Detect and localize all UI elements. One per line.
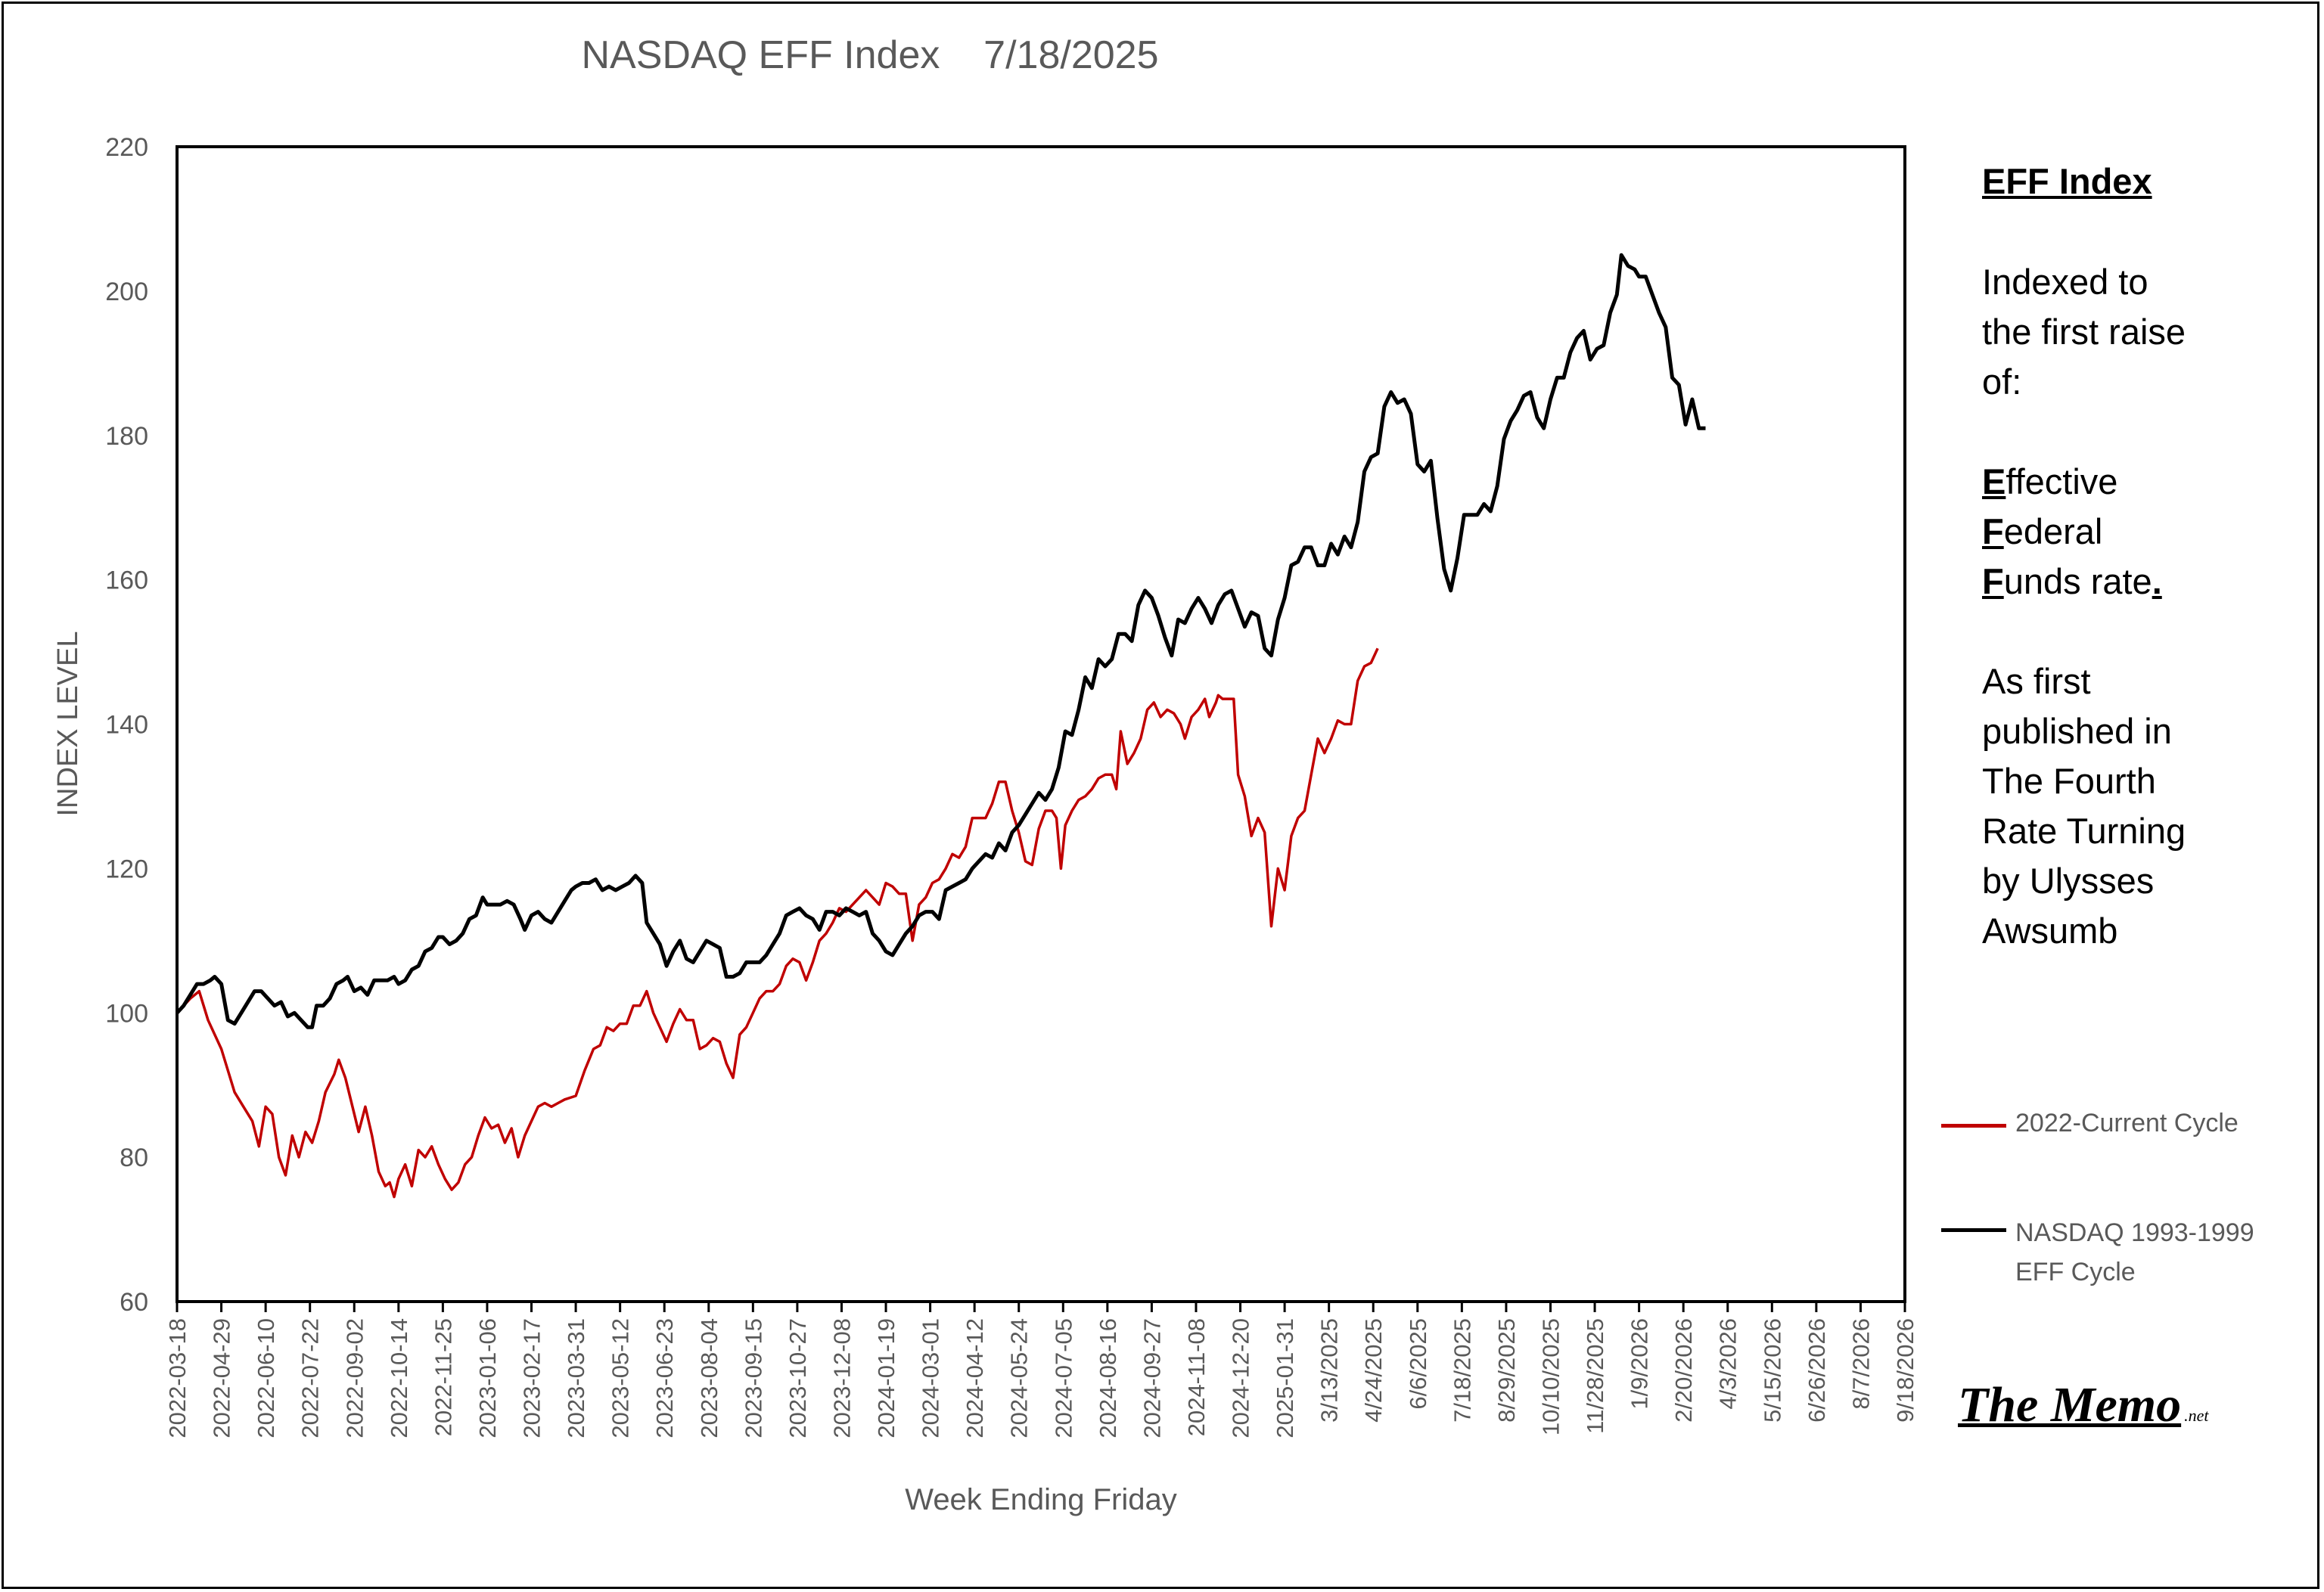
sidebar-line: The Fourth: [1982, 761, 2156, 801]
eff-funds: Funds rate.: [1982, 557, 2186, 607]
x-tick-label: 2024-05-24: [1006, 1318, 1033, 1438]
y-tick-label: 160: [105, 566, 148, 595]
sidebar-line: As first: [1982, 661, 2091, 701]
x-tick-label: 2024-04-12: [962, 1318, 988, 1438]
legend-label-line: EFF Cycle: [2015, 1258, 2136, 1286]
x-tick-label: 2023-01-06: [474, 1318, 501, 1438]
x-tick-label: 2023-12-08: [828, 1318, 855, 1438]
sidebar-spacer: [1982, 407, 2186, 457]
x-tick-label: 4/24/2025: [1360, 1318, 1387, 1423]
y-tick-label: 180: [105, 422, 148, 451]
series-line-current-cycle: [176, 647, 1379, 1199]
y-axis: 60 80 100 120 140 160 180 200 220: [105, 133, 148, 1317]
y-tick-label: 60: [120, 1288, 148, 1317]
legend-label-current: 2022-Current Cycle: [2015, 1109, 2239, 1137]
brand-name: The Memo: [1958, 1377, 2182, 1432]
sidebar-line: Indexed to: [1982, 262, 2148, 302]
x-tick-label: 11/28/2025: [1582, 1318, 1608, 1434]
x-tick-label: 2024-03-01: [918, 1318, 944, 1438]
x-tick-label: 2023-06-23: [651, 1318, 678, 1438]
x-tick-label: 1/9/2026: [1626, 1318, 1653, 1410]
x-tick-label: 6/6/2025: [1405, 1318, 1431, 1410]
chart-title: NASDAQ EFF Index 7/18/2025: [581, 33, 1158, 77]
legend-swatch-current: [1941, 1124, 2006, 1128]
sidebar-line: Awsumb: [1982, 911, 2118, 951]
plot-area: [176, 145, 1906, 1303]
eff-federal: Federal: [1982, 507, 2186, 557]
x-tick-label: 2022-06-10: [253, 1318, 279, 1438]
brand-suffix: .net: [2184, 1406, 2209, 1425]
series-line-nasdaq-1993-1999: [176, 253, 1706, 1029]
sidebar-line: of:: [1982, 362, 2022, 402]
x-tick-label: 2023-03-31: [563, 1318, 589, 1438]
eff-effective: Effective: [1982, 457, 2186, 507]
eff-initial: F: [1982, 561, 2004, 601]
x-tick-label: 5/15/2026: [1759, 1318, 1785, 1423]
series-layer: [176, 253, 1706, 1199]
eff-initial: F: [1982, 511, 2004, 551]
sidebar-title: EFF Index: [1982, 161, 2152, 201]
x-tick-label: 2022-09-02: [341, 1318, 368, 1438]
x-tick-label: 7/18/2025: [1449, 1318, 1475, 1423]
sidebar-spacer: [1982, 607, 2186, 656]
x-tick-label: 2024-08-16: [1095, 1318, 1121, 1438]
x-tick-label: 2023-10-27: [785, 1318, 811, 1438]
x-tick-label: 2023-02-17: [519, 1318, 545, 1438]
x-tick-label: 2022-04-29: [209, 1318, 235, 1438]
brand-logo: The Memo .net: [1958, 1376, 2209, 1434]
x-tick-label: 4/3/2026: [1715, 1318, 1741, 1410]
x-tick-label: 10/10/2025: [1537, 1318, 1564, 1435]
eff-period: .: [2152, 561, 2162, 601]
x-tick-label: 2023-09-15: [740, 1318, 766, 1438]
legend-label-line: NASDAQ 1993-1999: [2015, 1218, 2254, 1247]
y-tick-label: 120: [105, 855, 148, 883]
x-tick-label: 2/20/2026: [1670, 1318, 1697, 1423]
eff-rest: ederal: [2003, 511, 2103, 551]
x-tick-label: 2024-12-20: [1228, 1318, 1254, 1438]
x-tick-label: 2024-07-05: [1050, 1318, 1077, 1438]
x-tick-label: 2022-11-25: [430, 1318, 456, 1436]
x-tick-label: 9/18/2026: [1892, 1318, 1919, 1423]
y-tick-label: 100: [105, 999, 148, 1028]
sidebar-line: published in: [1982, 711, 2172, 751]
sidebar-description: Indexed to the first raise of: Effective…: [1982, 257, 2186, 956]
x-tick-label: 3/13/2025: [1316, 1318, 1343, 1423]
x-tick-label: 2022-03-18: [164, 1318, 191, 1438]
x-tick-label: 2022-07-22: [297, 1318, 324, 1438]
legend-swatch-nasdaq: [1941, 1228, 2006, 1232]
x-tick-label: 2024-09-27: [1139, 1318, 1165, 1438]
eff-rest: unds rate: [2003, 561, 2152, 601]
legend-label-nasdaq: NASDAQ 1993-1999 EFF Cycle: [2015, 1213, 2254, 1292]
x-tick-label: 8/29/2025: [1493, 1318, 1520, 1423]
x-tick-label: 2025-01-31: [1272, 1318, 1298, 1438]
eff-rest: ffective: [2006, 461, 2118, 501]
x-tick-label: 2023-08-04: [696, 1318, 722, 1438]
x-tick-label: 6/26/2026: [1804, 1318, 1830, 1423]
y-tick-label: 140: [105, 711, 148, 740]
x-tick-label: 2024-01-19: [873, 1318, 899, 1438]
sidebar-line: Rate Turning: [1982, 811, 2186, 851]
x-axis-label: Week Ending Friday: [905, 1483, 1176, 1516]
x-tick-label: 2022-10-14: [386, 1318, 412, 1438]
sidebar-line: the first raise: [1982, 312, 2186, 352]
x-tick-label: 8/7/2026: [1847, 1318, 1874, 1410]
x-tick-label: 2023-05-12: [607, 1318, 634, 1438]
y-tick-label: 220: [105, 133, 148, 162]
x-axis: 2022-03-18 2022-04-29 2022-06-10 2022-07-22…: [164, 1302, 1919, 1438]
x-tick-label: 2024-11-08: [1183, 1318, 1210, 1436]
sidebar-line: by Ulysses: [1982, 861, 2155, 901]
y-axis-label: INDEX LEVEL: [52, 632, 84, 817]
y-tick-label: 80: [120, 1144, 148, 1172]
y-tick-label: 200: [105, 278, 148, 306]
eff-initial: E: [1982, 461, 2006, 501]
